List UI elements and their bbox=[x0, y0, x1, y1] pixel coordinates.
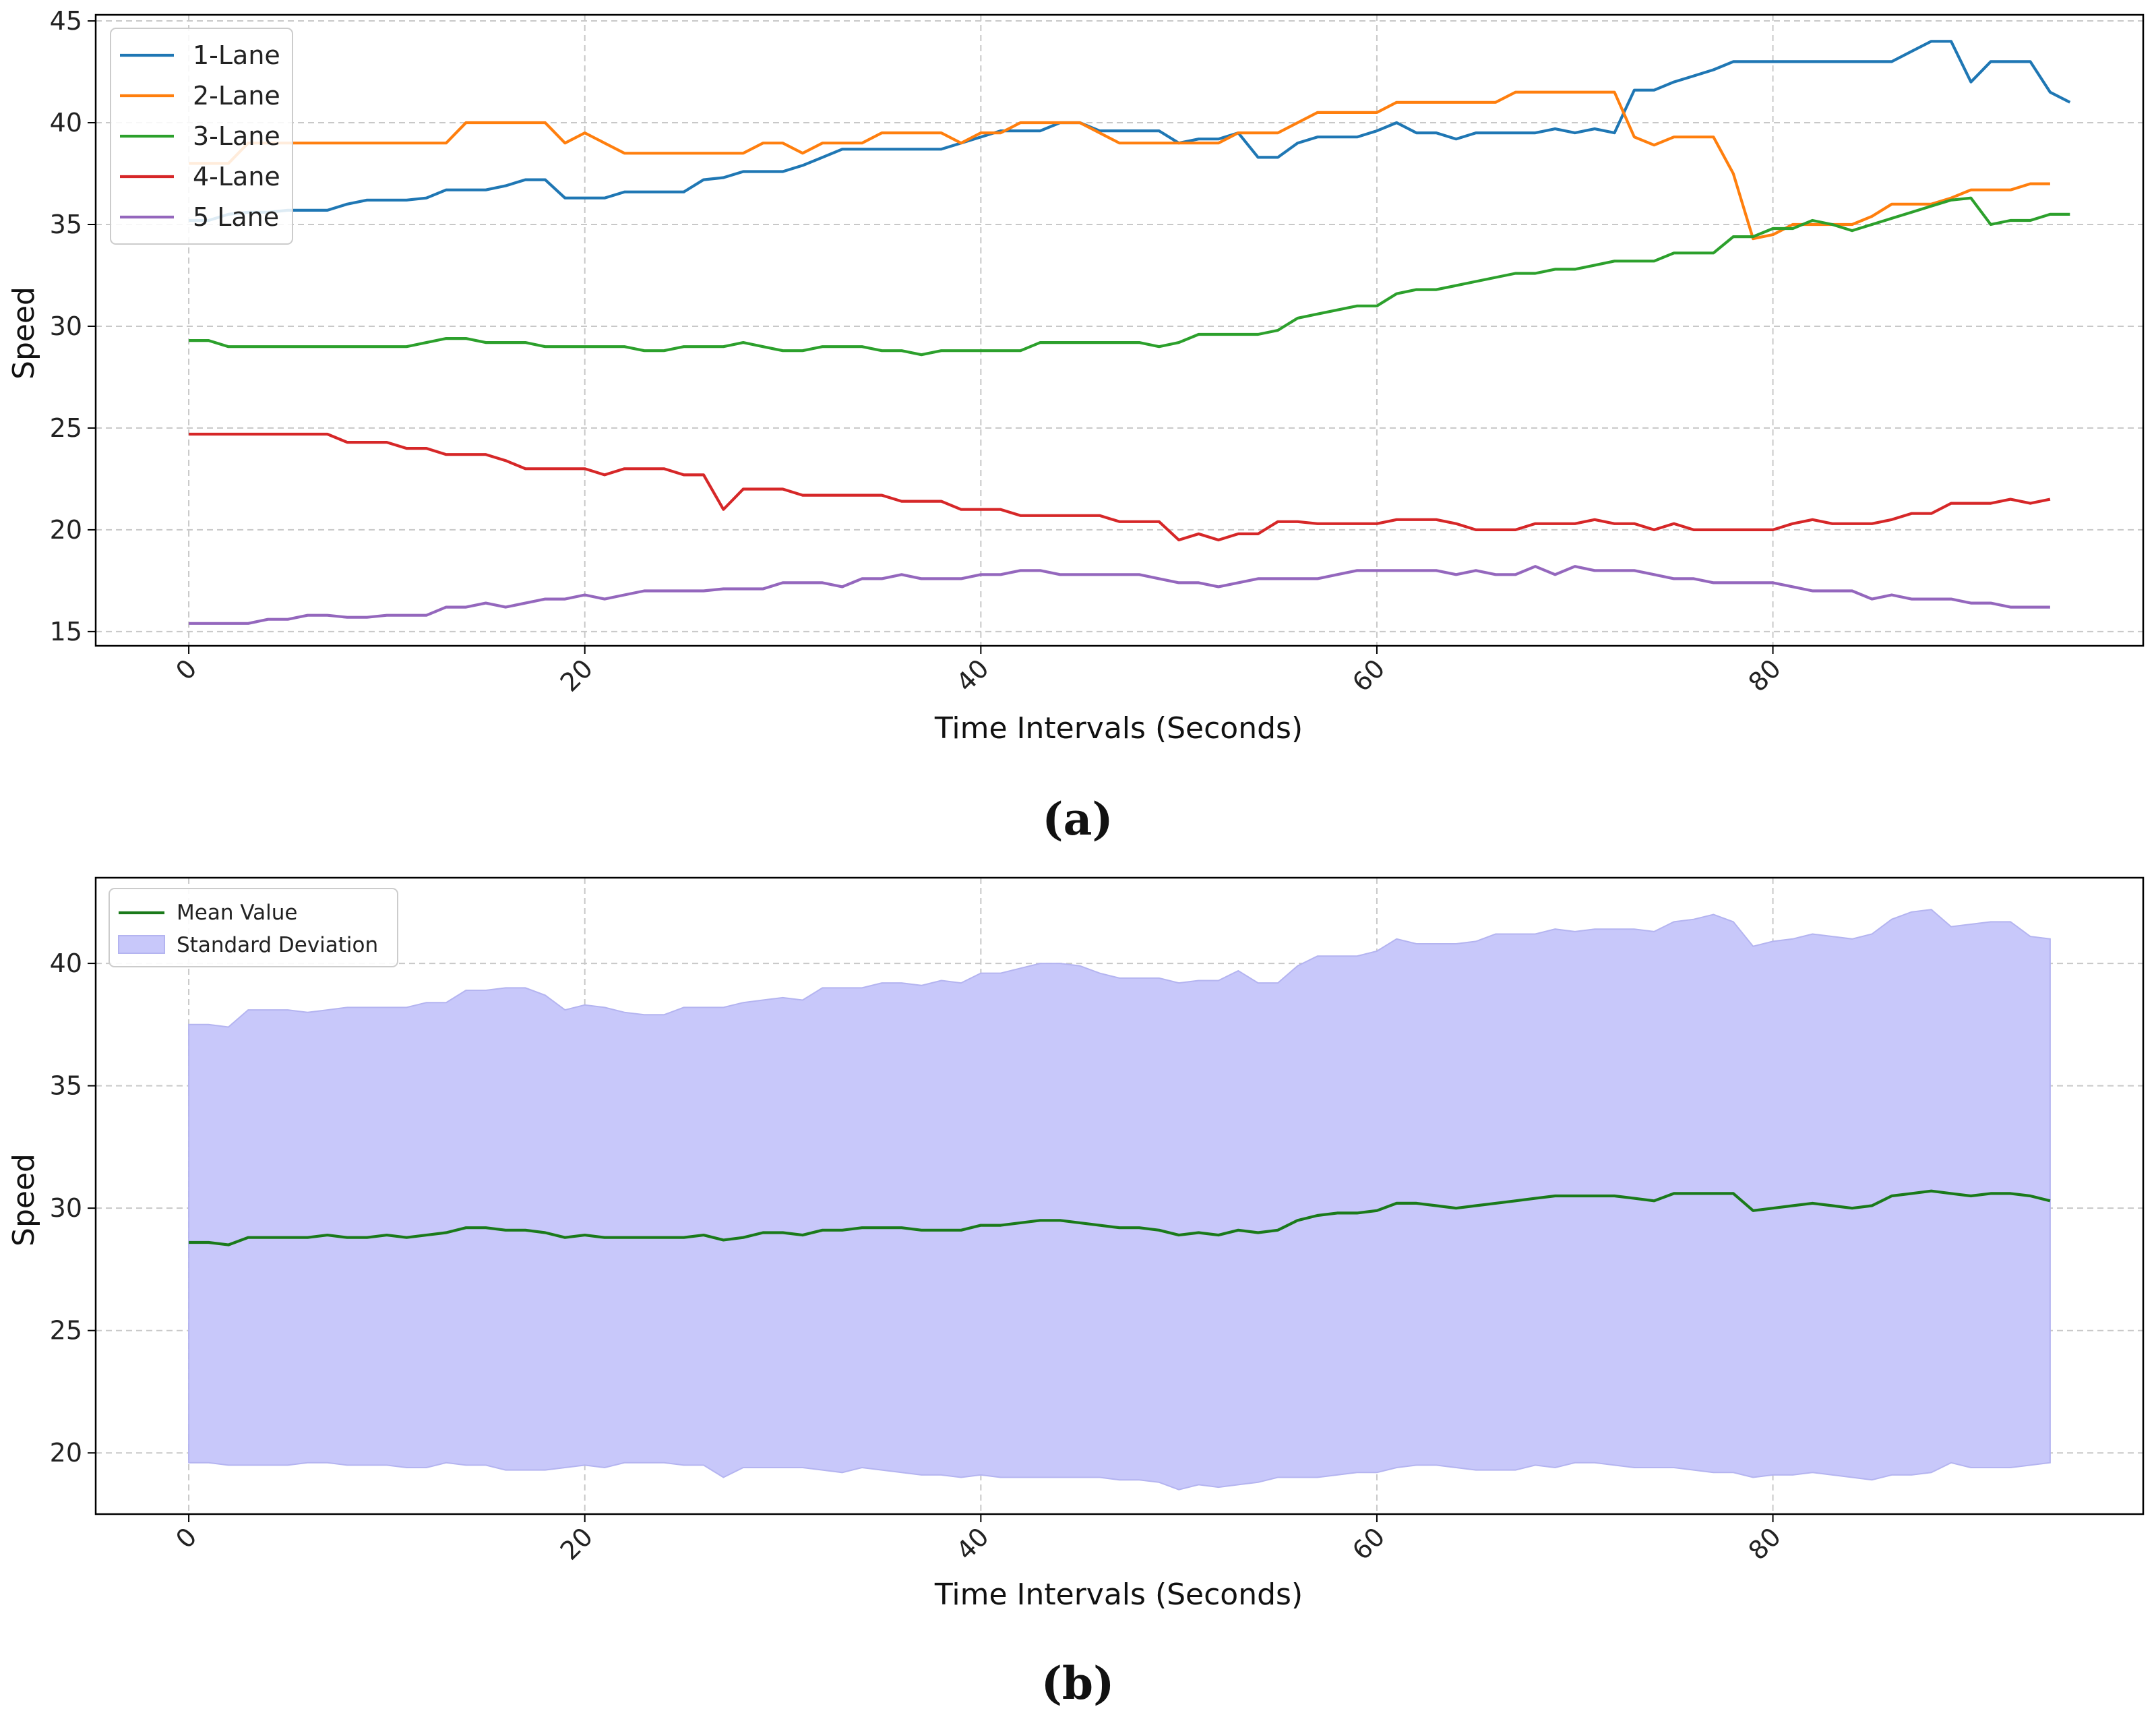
x-tick-label: 80 bbox=[1743, 653, 1787, 697]
legend-label: 4-Lane bbox=[193, 162, 280, 191]
plot-frame-a bbox=[94, 13, 2145, 647]
legend-box bbox=[110, 28, 293, 245]
x-tick-label: 40 bbox=[950, 653, 994, 697]
y-tick-label: 40 bbox=[50, 108, 82, 138]
series-line-3-lane bbox=[189, 196, 2070, 357]
y-axis-label-a: Speed bbox=[7, 287, 41, 380]
legend-label: 1-Lane bbox=[193, 40, 280, 70]
y-tick-label: 35 bbox=[50, 1071, 82, 1101]
x-tick-label: 20 bbox=[555, 653, 598, 697]
std-deviation-band bbox=[188, 909, 2051, 1491]
legend-swatch-std bbox=[118, 935, 165, 954]
y-tick-label: 25 bbox=[50, 1316, 82, 1346]
series-line-4-lane bbox=[189, 432, 2051, 542]
legend-label-std: Standard Deviation bbox=[177, 933, 378, 957]
series-line-2-lane bbox=[189, 90, 2050, 241]
caption-b: (b) bbox=[1041, 1657, 1115, 1710]
y-tick-label: 45 bbox=[50, 6, 82, 36]
legend-b: Mean Value Standard Deviation bbox=[109, 888, 398, 967]
legend-label: 5 Lane bbox=[193, 202, 279, 232]
y-tick-label: 20 bbox=[50, 515, 82, 545]
x-tick-label: 60 bbox=[1347, 653, 1390, 697]
panel-a: 0 20 40 60 80 15 20 25 30 35 40 45 Time Intervals (… bbox=[7, 6, 2145, 845]
x-tick-label: 20 bbox=[555, 1522, 598, 1565]
series-line-1-lane bbox=[189, 40, 2071, 222]
legend-label-mean: Mean Value bbox=[177, 901, 297, 925]
x-tick-label: 0 bbox=[170, 653, 202, 686]
legend-label: 2-Lane bbox=[193, 81, 280, 111]
series-line-5-lane bbox=[189, 565, 2050, 625]
legend-label: 3-Lane bbox=[193, 121, 280, 151]
x-tick-label: 40 bbox=[950, 1522, 994, 1565]
x-tick-label: 80 bbox=[1743, 1522, 1787, 1565]
legend-box bbox=[109, 888, 398, 967]
plot-frame-b bbox=[94, 876, 2145, 1515]
y-tick-label: 15 bbox=[50, 617, 82, 646]
legend-a: 1-Lane 2-Lane 3-Lane 4-Lane 5 Lane bbox=[110, 28, 293, 245]
x-tick-label: 60 bbox=[1347, 1522, 1390, 1565]
mean-value-line bbox=[189, 1189, 2051, 1246]
x-axis-label-a: Time Intervals (Seconds) bbox=[934, 711, 1303, 746]
y-tick-label: 30 bbox=[50, 1193, 82, 1223]
y-tick-label: 40 bbox=[50, 949, 82, 978]
y-tick-label: 20 bbox=[50, 1438, 82, 1468]
panel-b: 0 20 40 60 80 20 25 30 35 40 Time Intervals (Seco… bbox=[7, 876, 2145, 1710]
y-axis-label-b: Speed bbox=[7, 1153, 41, 1246]
caption-a: (a) bbox=[1042, 793, 1113, 845]
y-tick-label: 35 bbox=[50, 210, 82, 239]
y-tick-label: 30 bbox=[50, 311, 82, 341]
x-axis-label-b: Time Intervals (Seconds) bbox=[934, 1577, 1303, 1612]
y-tick-label: 25 bbox=[50, 413, 82, 443]
x-tick-label: 0 bbox=[170, 1522, 202, 1554]
